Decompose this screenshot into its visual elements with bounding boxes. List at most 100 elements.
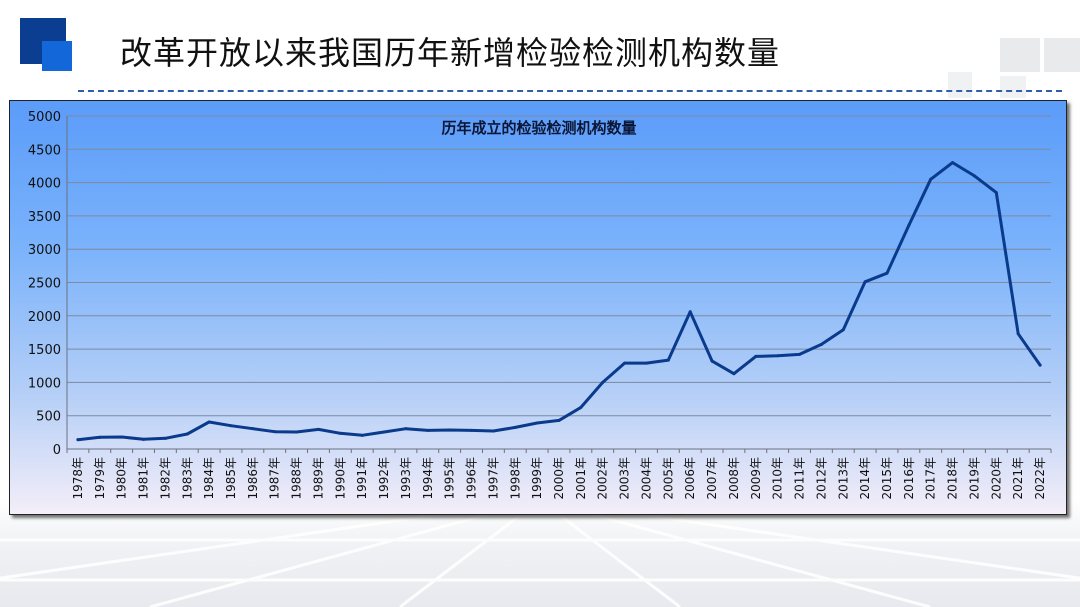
data-point — [798, 352, 802, 356]
data-point — [185, 432, 189, 436]
data-point — [863, 280, 867, 284]
x-tick-label: 1985年 — [224, 457, 238, 500]
y-tick-label: 1000 — [28, 376, 61, 391]
x-tick-label: 1996年 — [465, 457, 479, 500]
x-tick-label: 1989年 — [311, 457, 325, 500]
floor-perspective-lines — [0, 500, 1080, 607]
x-tick-label: 2018年 — [946, 457, 960, 500]
data-point — [76, 438, 80, 442]
data-point — [535, 421, 539, 425]
x-tick-label: 2008年 — [727, 457, 741, 500]
data-point — [360, 433, 364, 437]
x-tick-label: 1983年 — [180, 457, 194, 500]
data-point — [710, 359, 714, 363]
data-point — [579, 405, 583, 409]
x-tick-label: 1992年 — [377, 457, 391, 500]
x-tick-label: 1993年 — [399, 457, 413, 500]
y-tick-label: 500 — [36, 410, 61, 425]
title-divider — [78, 90, 1062, 92]
logo-square-light — [42, 41, 72, 71]
data-point — [295, 430, 299, 434]
line-chart: 0 500 1000 1500 2000 2500 3000 3500 4000 4500 5000… — [28, 110, 1052, 500]
x-tick-label: 2015年 — [880, 457, 894, 500]
data-point — [163, 436, 167, 440]
x-tick-label: 1987年 — [268, 457, 282, 500]
x-tick-label: 1982年 — [158, 457, 172, 500]
x-tick-label: 1980年 — [115, 457, 129, 500]
x-tick-label: 2009年 — [749, 457, 763, 500]
decor-gray-block — [1000, 76, 1026, 98]
x-tick-label: 2002年 — [596, 457, 610, 500]
x-tick-label: 2011年 — [793, 457, 807, 500]
y-tick-label: 4000 — [28, 177, 61, 192]
series-line — [76, 161, 1042, 442]
x-tick-label: 1997年 — [486, 457, 500, 500]
data-point — [1016, 332, 1020, 336]
data-point — [404, 427, 408, 431]
data-point — [229, 424, 233, 428]
y-tick-label: 3500 — [28, 210, 61, 225]
data-point — [994, 191, 998, 195]
x-tick-label: 1988年 — [290, 457, 304, 500]
page-title: 改革开放以来我国历年新增检验检测机构数量 — [120, 34, 781, 72]
decor-gray-block — [1000, 38, 1040, 72]
data-point — [273, 430, 277, 434]
x-tick-label: 1995年 — [443, 457, 457, 500]
x-tick-label: 1986年 — [246, 457, 260, 500]
data-point — [98, 435, 102, 439]
data-point — [885, 271, 889, 275]
x-tick-label: 2021年 — [1011, 457, 1025, 500]
data-point — [623, 361, 627, 365]
x-tick-label: 1994年 — [421, 457, 435, 500]
x-tick-label: 2017年 — [924, 457, 938, 500]
x-tick-label: 2010年 — [771, 457, 785, 500]
x-tick-label: 2003年 — [618, 457, 632, 500]
chart-area: 历年成立的检验检测机构数量 0 500 1000 1500 2000 2500 3000 35… — [9, 100, 1067, 515]
x-tick-label: 2000年 — [552, 457, 566, 500]
data-point — [1038, 363, 1042, 367]
x-tick-label: 2019年 — [967, 457, 981, 500]
data-point — [732, 372, 736, 376]
data-point — [448, 428, 452, 432]
x-tick-label: 2020年 — [989, 457, 1003, 500]
data-point — [688, 310, 692, 314]
chart-title: 历年成立的检验检测机构数量 — [441, 119, 637, 137]
x-tick-label: 2004年 — [639, 457, 653, 500]
decor-gray-block — [1044, 38, 1080, 72]
x-tick-label: 1984年 — [202, 457, 216, 500]
x-tick-label: 2001年 — [574, 457, 588, 500]
data-point — [316, 427, 320, 431]
data-point — [120, 435, 124, 439]
x-tick-label: 1999年 — [530, 457, 544, 500]
data-point — [841, 328, 845, 332]
data-point — [819, 342, 823, 346]
data-point — [907, 223, 911, 227]
y-tick-label: 3000 — [28, 243, 61, 258]
data-point — [142, 437, 146, 441]
y-tick-label: 2500 — [28, 277, 61, 292]
y-tick-label: 2000 — [28, 310, 61, 325]
x-tick-label: 2022年 — [1033, 457, 1047, 500]
data-point — [601, 380, 605, 384]
x-tick-label: 2013年 — [836, 457, 850, 500]
data-point — [251, 427, 255, 431]
data-point — [338, 431, 342, 435]
decor-gray-block — [948, 72, 972, 98]
data-point — [754, 354, 758, 358]
data-point — [776, 354, 780, 358]
data-point — [513, 425, 517, 429]
data-point — [929, 177, 933, 181]
x-tick-label: 1991年 — [355, 457, 369, 500]
x-tick-label: 1981年 — [137, 457, 151, 500]
x-tick-label: 1979年 — [93, 457, 107, 500]
x-tick-label: 2006年 — [683, 457, 697, 500]
y-tick-label: 1500 — [28, 343, 61, 358]
data-point — [207, 420, 211, 424]
x-tick-label: 2012年 — [814, 457, 828, 500]
x-tick-label: 2016年 — [902, 457, 916, 500]
data-point — [644, 361, 648, 365]
data-point — [972, 174, 976, 178]
data-point — [426, 428, 430, 432]
data-point — [951, 161, 955, 165]
data-point — [382, 430, 386, 434]
